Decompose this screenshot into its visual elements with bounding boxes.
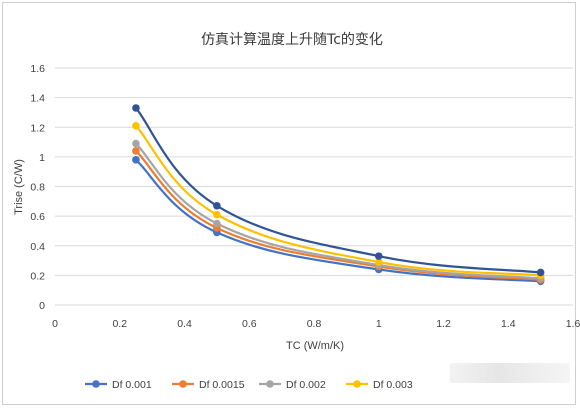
series-line: [135, 142, 541, 280]
legend-item: Df 0.002: [259, 379, 326, 391]
y-tick-label: 1.2: [30, 122, 45, 134]
legend: Df 0.001 Df 0.0015 Df 0.002 Df 0.003: [85, 379, 413, 391]
series-1: [132, 156, 545, 286]
y-tick-label: 1.6: [30, 63, 45, 75]
y-axis-label: Trise (C/W): [13, 159, 25, 215]
x-tick-label: 0.2: [112, 318, 127, 330]
legend-label: Df 0.001: [112, 379, 152, 391]
series-5: [132, 104, 545, 277]
y-tick-label: 0.2: [30, 270, 45, 282]
data-point: [213, 201, 221, 210]
x-tick-label: 0.4: [177, 318, 192, 330]
legend-swatch-marker: [179, 380, 187, 388]
y-tick-label: 1.4: [30, 93, 45, 105]
legend-item: Df 0.001: [85, 379, 152, 391]
y-tick-label: 1: [39, 152, 45, 164]
y-axis-ticks: 0 0.2 0.4 0.6 0.8 1 1.2 1.4 1.6: [30, 63, 45, 312]
series-line: [135, 125, 541, 277]
legend-swatch-marker: [266, 380, 274, 388]
legend-label: Df 0.0015: [199, 379, 245, 391]
series-4: [132, 121, 545, 280]
data-point: [132, 156, 140, 164]
chart-frame: [2, 2, 576, 405]
y-tick-label: 0.4: [30, 241, 45, 253]
data-point: [132, 139, 140, 148]
y-tick-label: 0: [39, 300, 45, 312]
series-line: [135, 107, 541, 274]
x-axis-ticks: 0 0.2 0.4 0.6 0.8 1 1.2 1.4 1.6: [52, 318, 580, 330]
x-tick-label: 0.8: [307, 318, 322, 330]
legend-item: Df 0.003: [346, 379, 413, 391]
data-point: [213, 210, 221, 219]
legend-label: Df 0.002: [286, 379, 326, 391]
x-axis-label: TC (W/m/K): [286, 340, 344, 352]
chart-title: 仿真计算温度上升随Tc的变化: [201, 32, 383, 48]
series-line: [135, 159, 541, 283]
x-tick-label: 0: [52, 318, 58, 330]
data-point: [374, 258, 383, 266]
data-point: [536, 268, 545, 277]
data-point: [213, 219, 221, 228]
data-point: [132, 104, 140, 112]
x-tick-label: 1: [376, 318, 382, 330]
legend-swatch-marker: [353, 380, 361, 388]
legend-swatch-marker: [92, 380, 100, 388]
x-tick-label: 1.2: [436, 318, 451, 330]
series-line: [135, 150, 541, 281]
y-tick-label: 0.6: [30, 211, 45, 223]
data-point: [132, 121, 140, 130]
legend-item: Df 0.0015: [172, 379, 245, 391]
x-tick-label: 1.4: [501, 318, 516, 330]
data-point: [374, 252, 383, 260]
series-group: [132, 104, 545, 286]
data-point: [132, 147, 140, 155]
y-tick-label: 0.8: [30, 182, 45, 194]
x-tick-label: 0.6: [242, 318, 257, 330]
watermark: [450, 363, 570, 383]
legend-label: Df 0.003: [373, 379, 413, 391]
x-tick-label: 1.6: [566, 318, 580, 330]
